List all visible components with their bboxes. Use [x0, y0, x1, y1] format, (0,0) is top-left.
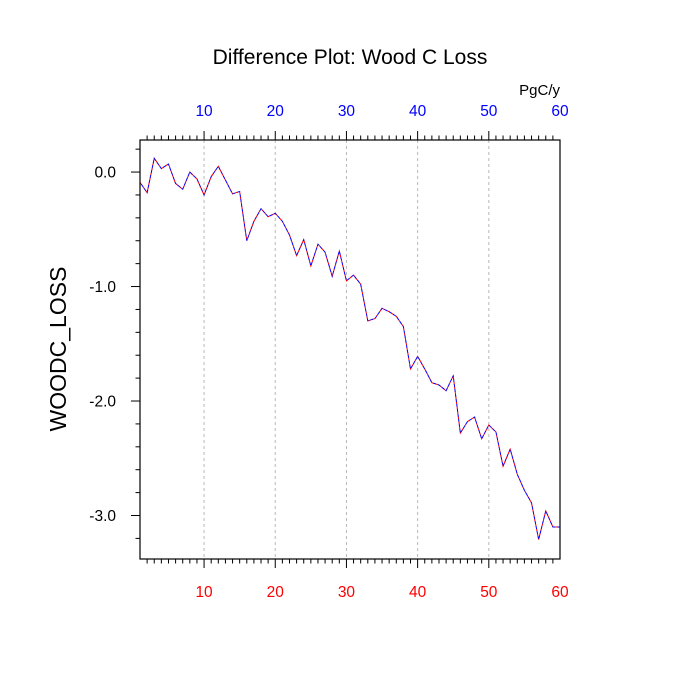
series-line-red: [139, 157, 560, 540]
tick-labels: 10 10 20 20 30 30 40 40 50 50 60 60 0.0 -1.0 -2.0 -3.0: [89, 103, 569, 601]
x-tick-label-top: 50: [480, 103, 498, 120]
y-tick-label: 0.0: [94, 165, 116, 182]
chart-title: Difference Plot: Wood C Loss: [213, 46, 488, 69]
y-tick-label: -2.0: [89, 394, 116, 411]
x-tick-label-top: 40: [409, 103, 427, 120]
plot-frame: [139, 139, 561, 560]
x-tick-label-bottom: 20: [267, 584, 285, 601]
x-tick-label-bottom: 60: [551, 584, 569, 601]
y-tick-label: -3.0: [89, 508, 116, 525]
x-tick-label-top: 60: [551, 103, 569, 120]
units-label: PgC/y: [519, 82, 560, 99]
series-line-blue: [139, 157, 560, 540]
y-axis-label: WOODC_LOSS: [45, 267, 71, 432]
x-tick-label-top: 10: [195, 103, 213, 120]
tick-marks: [131, 131, 554, 568]
x-tick-label-bottom: 30: [338, 584, 356, 601]
x-tick-label-bottom: 10: [195, 584, 213, 601]
x-tick-label-bottom: 50: [480, 584, 498, 601]
y-tick-label: -1.0: [89, 279, 116, 296]
grid: [203, 140, 490, 559]
series-lines: [139, 157, 560, 540]
x-tick-label-top: 30: [338, 103, 356, 120]
x-tick-label-bottom: 40: [409, 584, 427, 601]
x-tick-label-top: 20: [267, 103, 285, 120]
